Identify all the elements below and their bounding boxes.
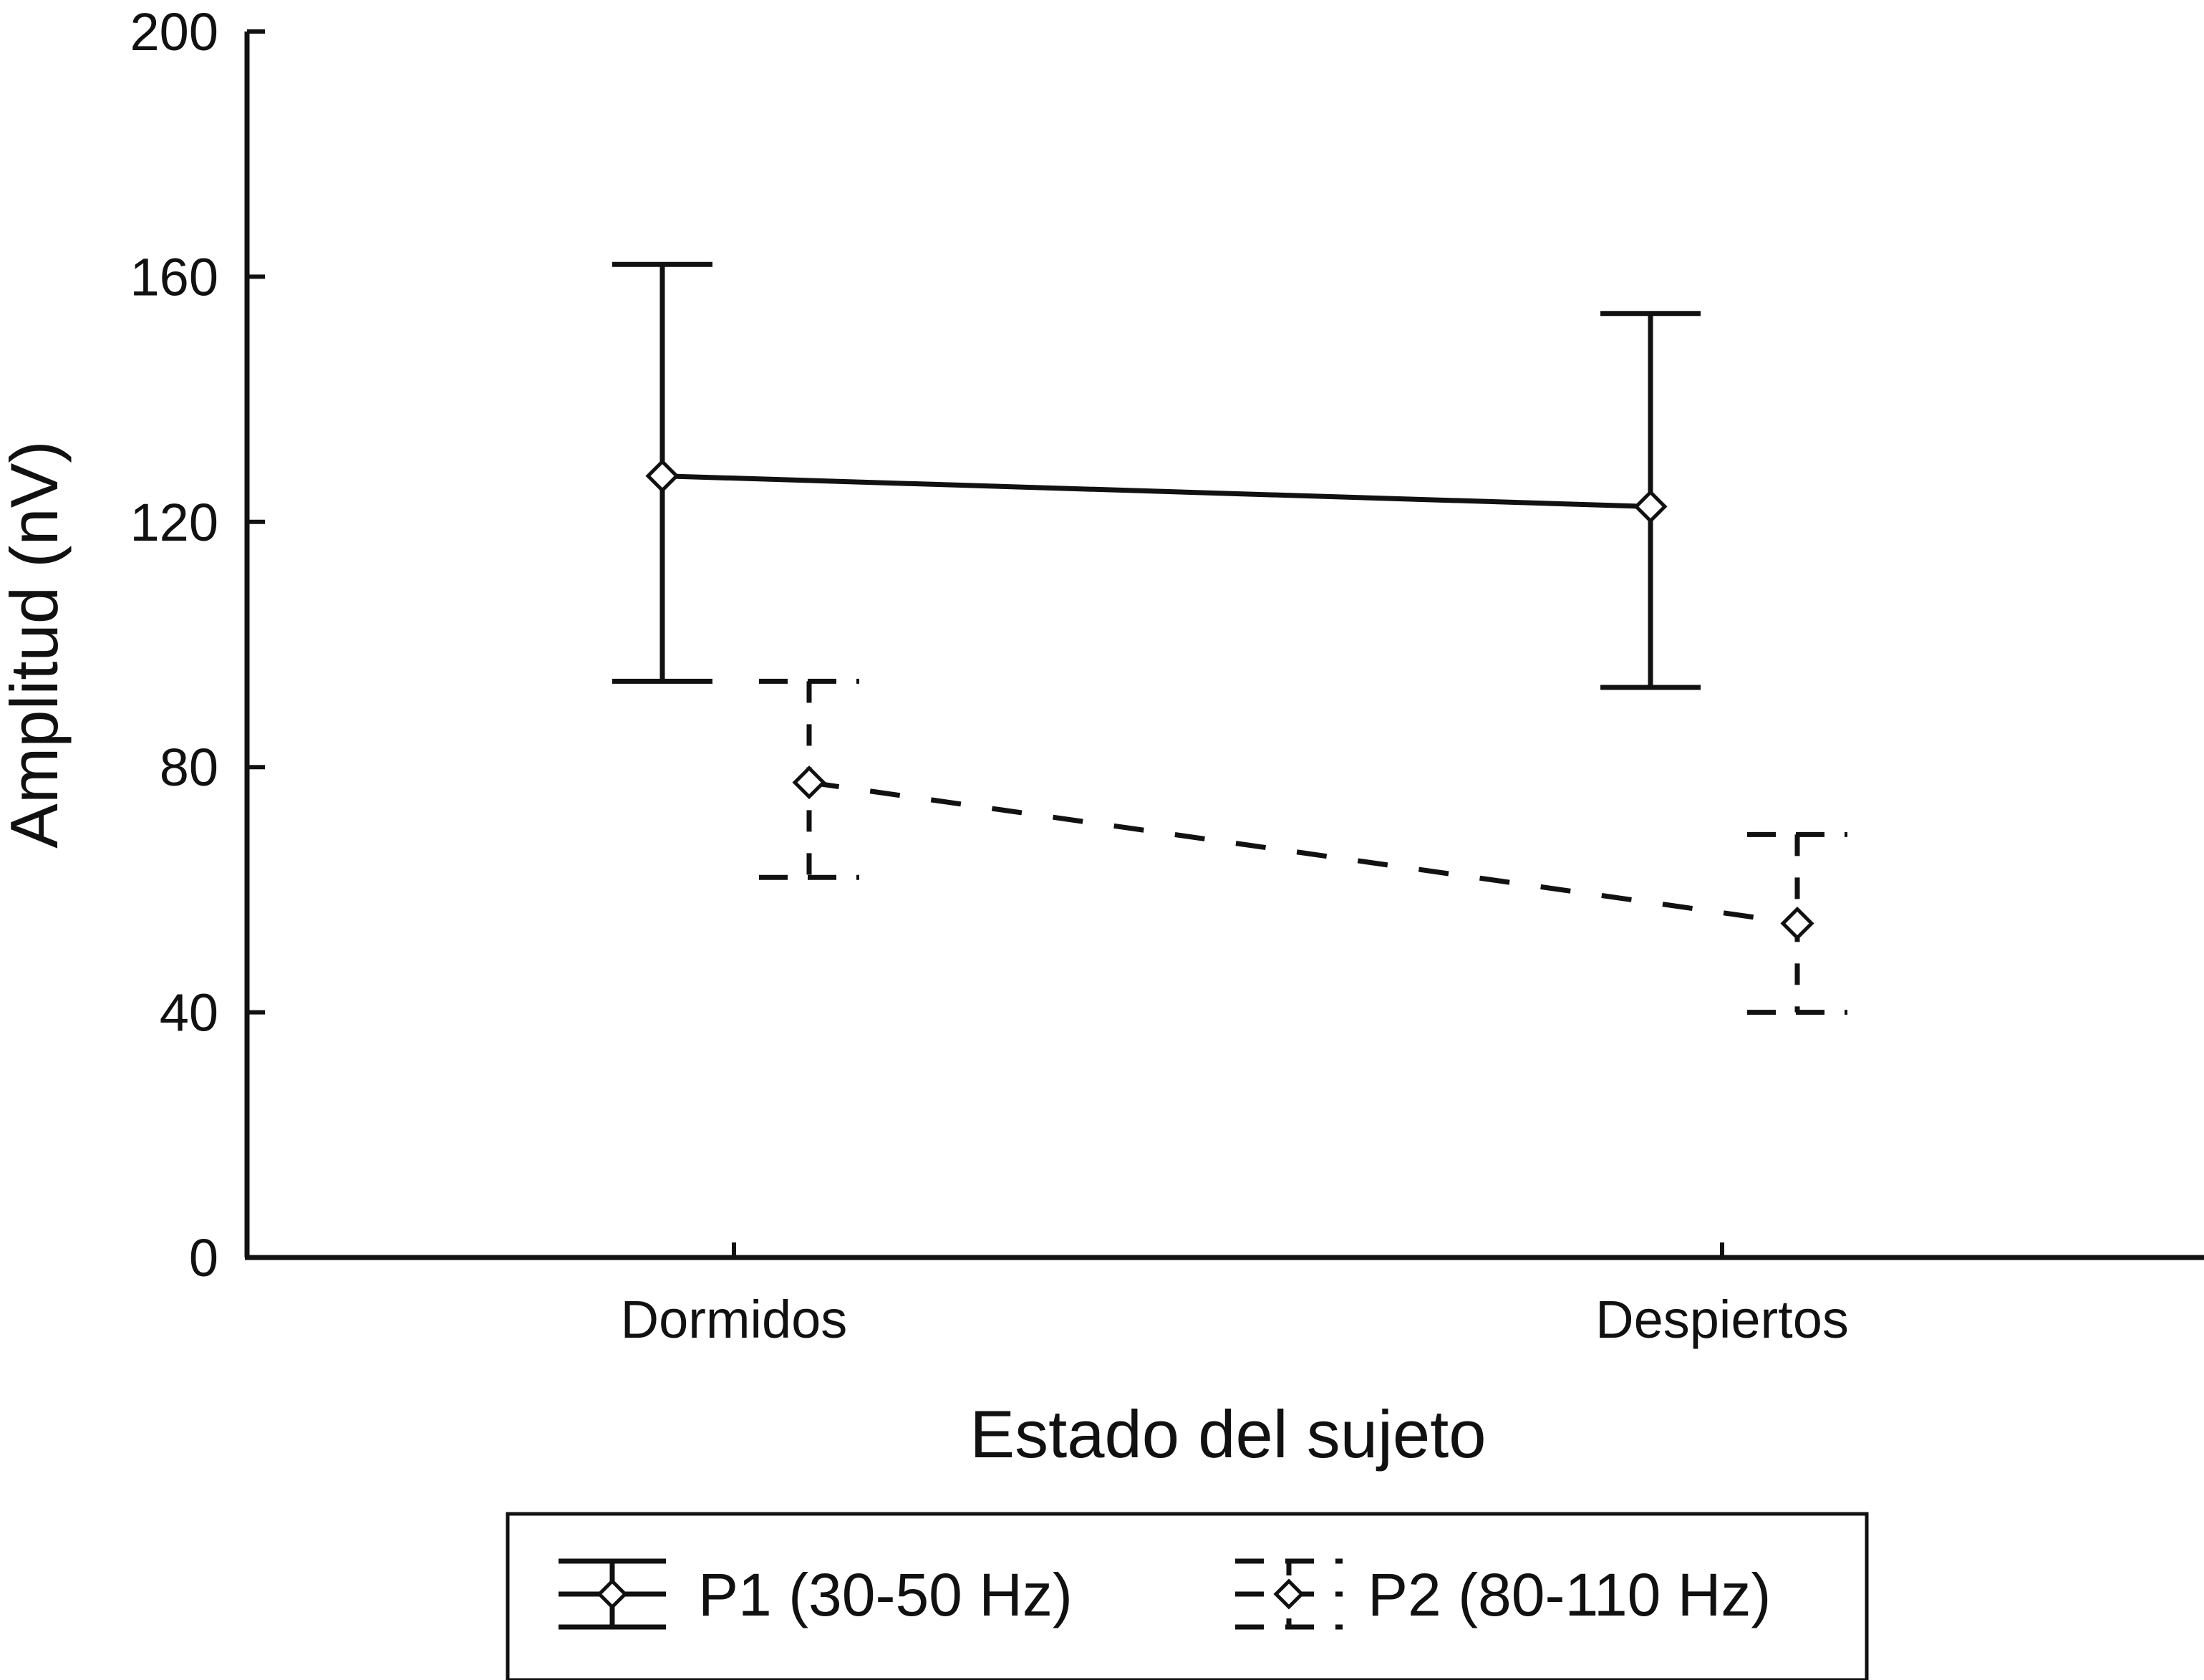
series-line [808,780,1798,926]
y-axis-title: Amplitud (nV) [0,440,72,848]
legend-label: P1 (30-50 Hz) [698,1561,1073,1628]
x-axis-title: Estado del sujeto [970,1396,1486,1472]
data-point [645,459,680,493]
legend-label: P2 (80-110 Hz) [1368,1561,1771,1628]
legend-swatch-marker [596,1578,628,1610]
legend-box [506,1512,1869,1680]
y-ticks: 0 40 80 120 160 200 [130,2,265,1288]
y-tick-label: 120 [130,493,218,552]
x-tick-label: Dormidos [621,1290,848,1349]
data-point [1780,906,1814,941]
legend-swatch-marker [1273,1578,1305,1610]
series-1 [612,261,1701,690]
data-point [1633,489,1668,523]
legend-items: P1 (30-50 Hz) P2 (80-110 Hz) [559,1558,1771,1630]
x-ticks: Dormidos Despiertos [621,1242,1849,1349]
series-layer [612,261,1847,1015]
plot-area: 0 40 80 120 160 200 Dormidos Despiertos [130,2,2204,1349]
y-tick-label: 40 [160,983,218,1043]
y-tick-label: 200 [130,2,218,62]
legend: P1 (30-50 Hz) P2 (80-110 Hz) [506,1512,1869,1680]
legend-item-2: P2 (80-110 Hz) [1235,1558,1771,1630]
series-2 [759,678,1847,1015]
y-tick-label: 160 [130,247,218,306]
series-line [662,473,1651,509]
data-point [792,766,826,800]
y-tick-label: 80 [160,738,218,797]
x-tick-label: Despiertos [1595,1290,1849,1349]
legend-item-1: P1 (30-50 Hz) [559,1558,1073,1630]
y-tick-label: 0 [189,1228,218,1288]
